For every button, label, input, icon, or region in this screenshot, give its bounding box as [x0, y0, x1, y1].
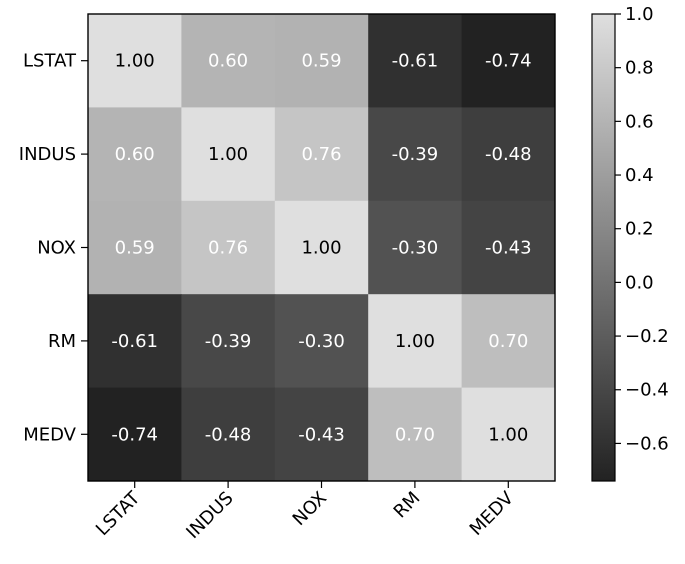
cell-value-label: -0.61	[392, 51, 439, 72]
colorbar-gradient	[591, 13, 616, 482]
x-tick-label: RM	[390, 488, 425, 523]
heatmap-cell-medv-nox	[274, 387, 369, 482]
heatmap-cell-medv-indus	[181, 387, 276, 482]
cell-value-label: 1.00	[208, 144, 248, 165]
heatmap-cell-lstat-rm	[368, 14, 463, 108]
heatmap-cell-lstat-medv	[461, 14, 556, 108]
y-tick-label: LSTAT	[23, 51, 77, 72]
y-tick-label: INDUS	[19, 144, 76, 165]
cell-value-label: -0.74	[111, 424, 158, 445]
colorbar-tick-label: −0.4	[625, 380, 669, 401]
cell-value-label: 0.59	[115, 238, 155, 259]
x-tick-label: NOX	[289, 488, 331, 530]
heatmap-cell-nox-indus	[181, 200, 276, 295]
heatmap-cell-indus-rm	[368, 107, 463, 202]
cell-value-label: -0.43	[485, 238, 532, 259]
colorbar-tick-label: 0.2	[625, 219, 654, 240]
heatmap-cell-rm-nox	[274, 294, 369, 389]
y-tick-label: RM	[48, 331, 76, 352]
colorbar-tick-label: 0.0	[625, 272, 654, 293]
heatmap-cell-lstat-lstat	[88, 14, 182, 108]
cell-value-label: -0.39	[205, 331, 252, 352]
cell-value-label: 0.76	[208, 238, 248, 259]
heatmap-cell-nox-medv	[461, 200, 556, 295]
x-tick-label: MEDV	[466, 487, 519, 540]
colorbar-tick-label: −0.6	[625, 433, 669, 454]
cell-value-label: 0.70	[395, 424, 435, 445]
cell-value-label: -0.61	[111, 331, 158, 352]
colorbar-tick-label: 1.0	[625, 4, 654, 25]
x-tick-label: INDUS	[182, 488, 237, 543]
cell-value-label: -0.39	[392, 144, 439, 165]
colorbar-tick-label: 0.8	[625, 58, 654, 79]
cell-value-label: 0.76	[301, 144, 341, 165]
cell-value-label: 1.00	[488, 424, 528, 445]
colorbar-tick-label: 0.6	[625, 111, 654, 132]
y-tick-label: NOX	[37, 238, 76, 259]
cell-value-label: 0.60	[208, 51, 248, 72]
heatmap-cell-lstat-nox	[274, 14, 369, 108]
heatmap-cell-medv-rm	[368, 387, 463, 482]
cell-value-label: -0.48	[205, 424, 252, 445]
cell-value-label: 0.70	[488, 331, 528, 352]
cell-value-label: 1.00	[395, 331, 435, 352]
heatmap-cell-rm-rm	[368, 294, 463, 389]
heatmap-cell-medv-lstat	[88, 387, 182, 482]
colorbar-ticks: 1.0 0.8 0.6 0.4 0.2 0.0 −0.2 −0.4 −0.6	[615, 4, 669, 454]
heatmap-cells	[88, 14, 556, 482]
heatmap-cell-nox-lstat	[88, 200, 182, 295]
heatmap-cell-rm-indus	[181, 294, 276, 389]
cell-value-label: -0.30	[392, 238, 439, 259]
heatmap-cell-indus-medv	[461, 107, 556, 202]
cell-value-label: -0.48	[485, 144, 532, 165]
heatmap-cell-indus-nox	[274, 107, 369, 202]
cell-value-label: 1.00	[301, 238, 341, 259]
colorbar-tick-label: −0.2	[625, 326, 669, 347]
x-axis: LSTAT INDUS NOX RM MEDV	[92, 481, 518, 543]
heatmap-cell-rm-medv	[461, 294, 556, 389]
colorbar: 1.0 0.8 0.6 0.4 0.2 0.0 −0.2 −0.4 −0.6	[591, 4, 669, 482]
cell-value-labels: 1.00 0.60 0.59 -0.61 -0.74 0.60 1.00 0.76 -0.39 -…	[111, 51, 531, 446]
cell-value-label: -0.30	[298, 331, 345, 352]
cell-value-label: 1.00	[115, 51, 155, 72]
cell-value-label: 0.60	[115, 144, 155, 165]
cell-value-label: -0.74	[485, 51, 532, 72]
heatmap-cell-nox-nox	[274, 200, 369, 295]
colorbar-tick-label: 0.4	[625, 165, 654, 186]
x-tick-label: LSTAT	[92, 487, 145, 540]
heatmap-cell-lstat-indus	[181, 14, 276, 108]
y-tick-label: MEDV	[23, 424, 76, 445]
y-axis: LSTAT INDUS NOX RM MEDV	[19, 51, 88, 445]
cell-value-label: 0.59	[301, 51, 341, 72]
heatmap-cell-rm-lstat	[88, 294, 182, 389]
heatmap-cell-indus-lstat	[88, 107, 182, 202]
heatmap-cell-medv-medv	[461, 387, 556, 482]
heatmap-cell-indus-indus	[181, 107, 276, 202]
heatmap-cell-nox-rm	[368, 200, 463, 295]
cell-value-label: -0.43	[298, 424, 345, 445]
